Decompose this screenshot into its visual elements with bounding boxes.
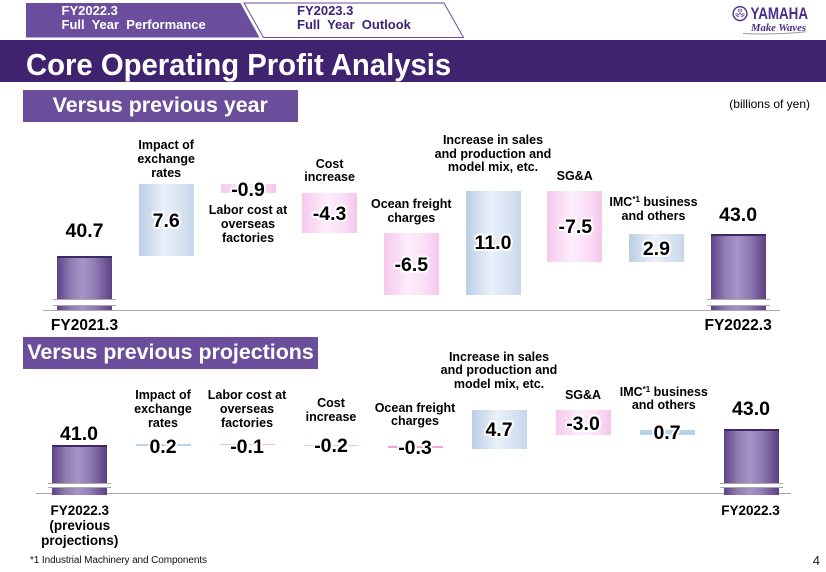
svg-text:YAMAHA: YAMAHA xyxy=(751,5,809,23)
svg-text:Make Waves: Make Waves xyxy=(750,22,806,34)
